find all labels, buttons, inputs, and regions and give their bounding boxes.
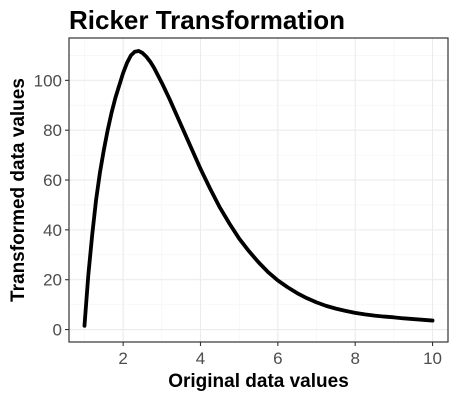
- y-tick-label: 80: [43, 121, 62, 140]
- chart-title: Ricker Transformation: [69, 5, 345, 35]
- y-axis: 0 20 40 60 80 100: [34, 71, 69, 340]
- x-tick-label: 10: [423, 349, 442, 368]
- minor-grid: [69, 38, 448, 342]
- x-tick-label: 4: [196, 349, 205, 368]
- ricker-curve-line: [82, 49, 435, 328]
- x-axis: 2 4 6 8 10: [118, 342, 442, 368]
- x-axis-title: Original data values: [168, 371, 349, 392]
- y-tick-label: 40: [43, 221, 62, 240]
- x-tick-label: 2: [118, 349, 127, 368]
- y-axis-title: Transformed data values: [8, 78, 29, 302]
- y-tick-label: 20: [43, 271, 62, 290]
- y-tick-label: 0: [53, 321, 62, 340]
- y-tick-label: 60: [43, 171, 62, 190]
- y-tick-label: 100: [34, 71, 62, 90]
- x-tick-label: 6: [273, 349, 282, 368]
- x-tick-label: 8: [350, 349, 359, 368]
- major-grid: [69, 38, 448, 342]
- plot-panel-border: [68, 37, 449, 343]
